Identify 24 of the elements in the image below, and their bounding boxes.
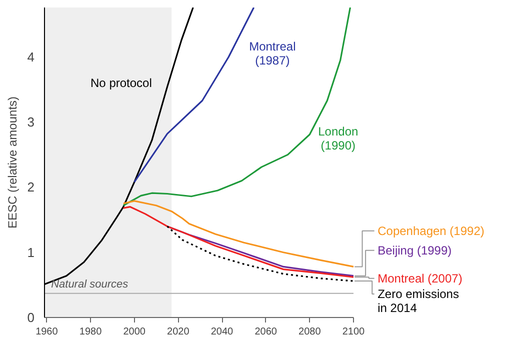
y-tick-label: 0 xyxy=(27,310,35,325)
text: Beijing (1999) xyxy=(378,243,452,258)
series-label: No protocol xyxy=(90,76,152,90)
x-tick-label: 2000 xyxy=(123,326,146,338)
y-tick-label: 2 xyxy=(27,180,35,195)
x-tick-label: 2060 xyxy=(254,326,278,338)
text: Montreal (2007) xyxy=(378,271,462,286)
line-series xyxy=(122,200,354,268)
text: Copenhagen (1992) xyxy=(378,224,484,238)
x-tick-label: 1980 xyxy=(79,326,102,338)
x-tick-label: 1960 xyxy=(36,326,58,338)
text: Zero emissions in 2014 xyxy=(378,287,459,316)
x-tick-label: 2100 xyxy=(342,326,366,338)
y-tick-label: 1 xyxy=(27,244,35,260)
series-label: Montreal (1987) xyxy=(249,40,296,68)
series-label: London (1990) xyxy=(318,124,358,152)
y-tick-label: 4 xyxy=(27,49,35,64)
y-tick-label: 3 xyxy=(27,114,35,130)
line-series xyxy=(122,206,354,278)
x-tick-label: 2040 xyxy=(210,326,234,338)
ref-line-label: Natural sources xyxy=(51,278,129,290)
y-axis-title: EESC (relative amounts) xyxy=(5,96,20,229)
x-tick-label: 2080 xyxy=(298,326,322,338)
x-tick-label: 2020 xyxy=(167,326,190,338)
